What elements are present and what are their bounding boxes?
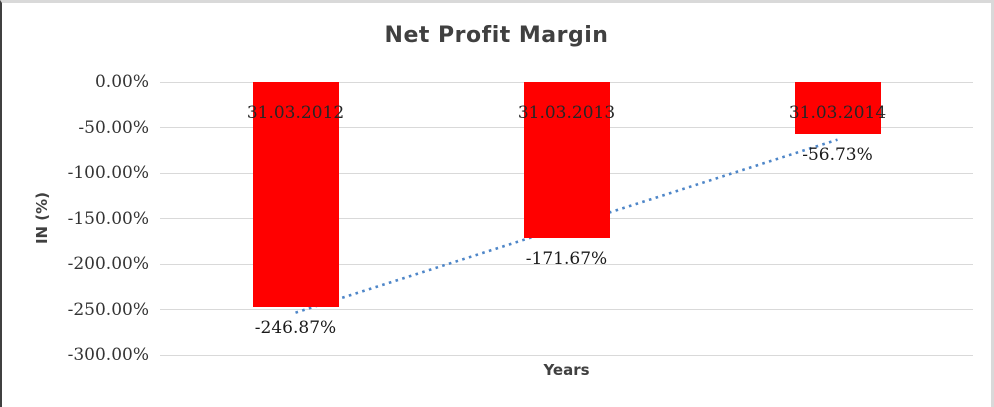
x-axis-title: Years (543, 361, 590, 379)
gridline (160, 354, 973, 356)
gridline (160, 263, 973, 265)
y-axis-title: IN (%) (33, 191, 51, 245)
bar (794, 82, 881, 134)
y-axis-tick-label: -100.00% (67, 163, 149, 183)
gridline (160, 309, 973, 310)
bar (523, 82, 610, 239)
y-axis-tick-label: -150.00% (67, 208, 149, 229)
bar (252, 82, 339, 307)
bar-category-label: 31.03.2014 (788, 103, 887, 123)
y-axis-tick-label: -200.00% (67, 254, 149, 274)
y-axis-tick-label: -50.00% (78, 117, 149, 138)
y-axis-tick-label: -250.00% (67, 299, 149, 320)
chart-title: Net Profit Margin (384, 23, 609, 48)
plot-area: 31.03.2012 -246.87% 31.03.2013 -171.67% 31.0… (160, 81, 973, 356)
bar-category-label: 31.03.2012 (246, 103, 345, 123)
bar-value-label: -246.87% (254, 317, 337, 338)
bar-category-label: 31.03.2013 (517, 103, 616, 123)
bar-value-label: -171.67% (525, 249, 608, 270)
y-axis-tick-label: 0.00% (94, 72, 149, 92)
y-axis-tick-label: -300.00% (67, 345, 149, 365)
bar-value-label: -56.73% (802, 144, 873, 165)
